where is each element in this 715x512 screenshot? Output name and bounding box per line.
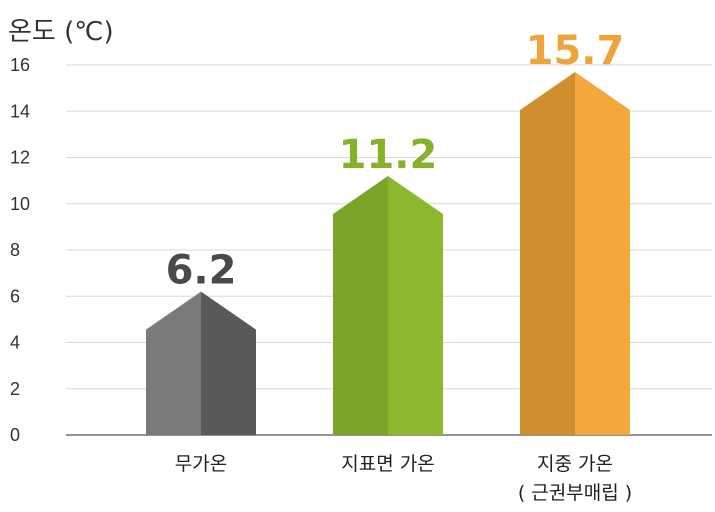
data-label: 6.2 [166, 248, 237, 294]
y-tick-label: 2 [10, 379, 20, 399]
bar-left-face [520, 71, 575, 435]
x-tick-label: 무가온 [175, 453, 227, 475]
bar [146, 291, 256, 435]
y-tick-label: 10 [10, 194, 30, 214]
bar [520, 71, 630, 435]
value-labels: 6.2 11.2 15.7 [166, 28, 625, 294]
bar-right-face [388, 176, 443, 435]
y-tick-label: 6 [10, 286, 20, 306]
data-label: 15.7 [526, 28, 625, 74]
bar [333, 176, 443, 435]
bar-left-face [146, 291, 201, 435]
y-tick-label: 8 [10, 240, 20, 260]
bar-left-face [333, 176, 388, 435]
x-tick-sublabel: ( 근권부매립 ) [518, 482, 632, 504]
bar-right-face [201, 291, 256, 435]
bars [146, 71, 630, 435]
y-axis-ticks: 0 2 4 6 8 10 12 14 16 [10, 55, 30, 445]
x-tick-label: 지표면 가온 [341, 453, 434, 475]
y-axis-title: 온도 (℃) [8, 17, 114, 47]
y-tick-label: 4 [10, 333, 20, 353]
y-tick-label: 16 [10, 55, 30, 75]
y-tick-label: 12 [10, 148, 30, 168]
y-tick-label: 0 [10, 425, 20, 445]
category-labels: 무가온 지표면 가온 지중 가온 ( 근권부매립 ) [175, 453, 632, 504]
bar-right-face [575, 71, 630, 435]
x-tick-label: 지중 가온 [537, 453, 613, 475]
y-tick-label: 14 [10, 101, 30, 121]
data-label: 11.2 [339, 132, 438, 178]
